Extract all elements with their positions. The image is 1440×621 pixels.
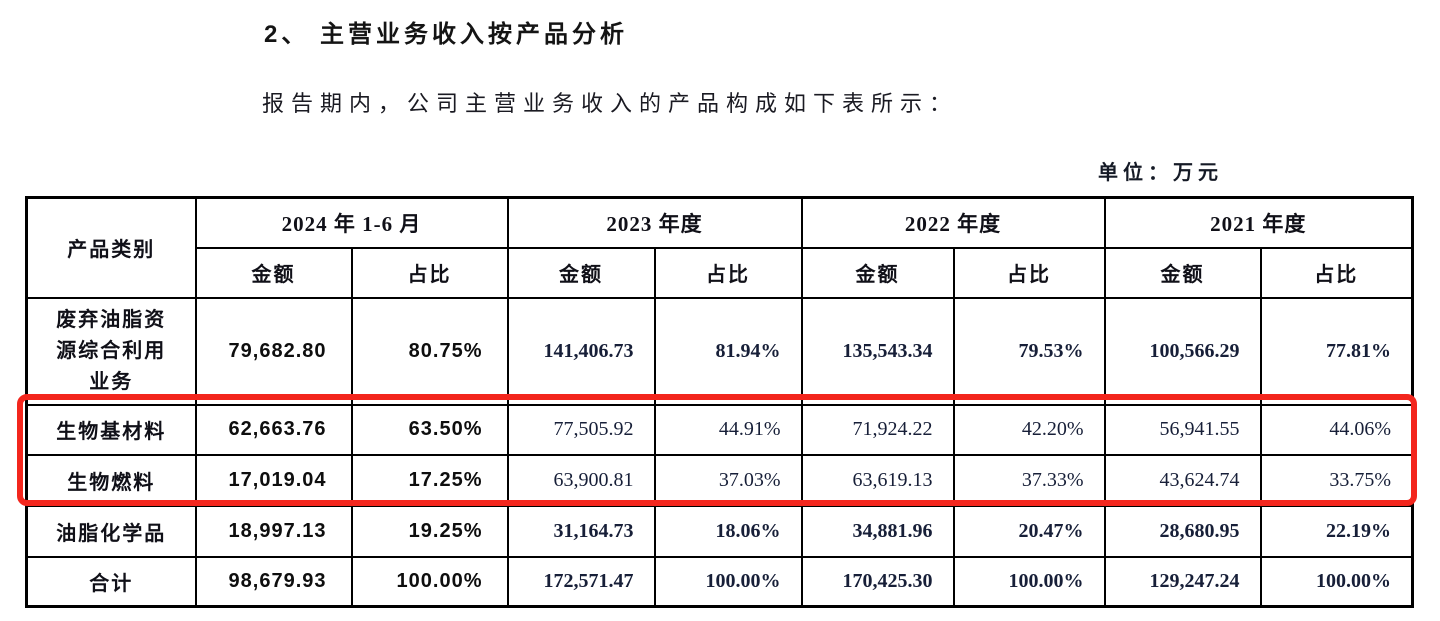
table-cell: 79,682.80: [194, 296, 353, 406]
table-cell: 18,997.13: [194, 504, 353, 558]
table-cell: 77,505.92: [506, 403, 656, 456]
table-cell: 28,680.95: [1103, 504, 1262, 558]
table-cell: 100.00%: [1259, 555, 1414, 608]
table-cell: 63,619.13: [800, 453, 955, 507]
table-row-total: 合计 98,679.93 100.00% 172,571.47 100.00% …: [25, 555, 1414, 608]
table-cell: 31,164.73: [506, 504, 656, 558]
col-header-amount-2022: 金额: [800, 246, 955, 299]
table-cell: 42.20%: [952, 403, 1106, 456]
table-cell: 100.00%: [653, 555, 803, 608]
table-cell: 80.75%: [350, 296, 509, 406]
col-header-amount-2023: 金额: [506, 246, 656, 299]
table-cell: 19.25%: [350, 504, 509, 558]
intro-paragraph: 报告期内，公司主营业务收入的产品构成如下表所示：: [262, 91, 959, 116]
table-row-waste-oil: 废弃油脂资源综合利用业务 79,682.80 80.75% 141,406.73…: [25, 296, 1414, 406]
table-cell: 17,019.04: [194, 453, 353, 507]
col-group-2022: 2022 年度: [800, 196, 1106, 249]
header-row-measures: 金额 占比 金额 占比 金额 占比 金额 占比: [27, 246, 1414, 299]
header-row-periods: 产品类别 2024 年 1-6 月 2023 年度 2022 年度 2021 年…: [25, 196, 1414, 299]
table-cell: 44.06%: [1259, 403, 1414, 456]
col-group-2021: 2021 年度: [1103, 196, 1414, 249]
col-header-ratio-2024: 占比: [350, 246, 509, 299]
table-cell: 81.94%: [653, 296, 803, 406]
table-cell: 37.03%: [653, 453, 803, 507]
table-cell: 17.25%: [350, 453, 509, 507]
table-cell: 44.91%: [653, 403, 803, 456]
table-cell: 170,425.30: [800, 555, 955, 608]
table-cell: 98,679.93: [194, 555, 353, 608]
col-header-amount-2024: 金额: [194, 246, 353, 299]
row-label: 合计: [25, 555, 197, 608]
col-header-product: 产品类别: [25, 196, 197, 299]
table-cell: 77.81%: [1259, 296, 1414, 406]
table-cell: 43,624.74: [1103, 453, 1262, 507]
table-row-bio-materials: 生物基材料 62,663.76 63.50% 77,505.92 44.91% …: [25, 403, 1414, 456]
table-cell: 100.00%: [350, 555, 509, 608]
col-header-amount-2021: 金额: [1103, 246, 1262, 299]
unit-label: 单位：万元: [1098, 162, 1223, 184]
row-label: 废弃油脂资源综合利用业务: [25, 296, 197, 406]
table-row-bio-fuel: 生物燃料 17,019.04 17.25% 63,900.81 37.03% 6…: [25, 453, 1414, 507]
row-label: 生物基材料: [25, 403, 197, 456]
table-cell: 71,924.22: [800, 403, 955, 456]
table-cell: 135,543.34: [800, 296, 955, 406]
table-cell: 18.06%: [653, 504, 803, 558]
table-cell: 56,941.55: [1103, 403, 1262, 456]
table-row-oleochemicals: 油脂化学品 18,997.13 19.25% 31,164.73 18.06% …: [25, 504, 1414, 558]
table-cell: 37.33%: [952, 453, 1106, 507]
table-cell: 34,881.96: [800, 504, 955, 558]
table-cell: 79.53%: [952, 296, 1106, 406]
col-group-2024: 2024 年 1-6 月: [194, 196, 509, 249]
table-cell: 20.47%: [952, 504, 1106, 558]
table-cell: 62,663.76: [194, 403, 353, 456]
col-group-2023: 2023 年度: [506, 196, 803, 249]
table-cell: 63,900.81: [506, 453, 656, 507]
col-header-ratio-2021: 占比: [1259, 246, 1414, 299]
revenue-by-product-table: 产品类别 2024 年 1-6 月 2023 年度 2022 年度 2021 年…: [25, 196, 1414, 608]
table-cell: 129,247.24: [1103, 555, 1262, 608]
table-cell: 33.75%: [1259, 453, 1414, 507]
row-label: 油脂化学品: [25, 504, 197, 558]
table-cell: 100,566.29: [1103, 296, 1262, 406]
section-title: 2、 主营业务收入按产品分析: [264, 21, 629, 48]
table-cell: 141,406.73: [506, 296, 656, 406]
row-label: 生物燃料: [25, 453, 197, 507]
table-cell: 100.00%: [952, 555, 1106, 608]
table-cell: 172,571.47: [506, 555, 656, 608]
table-cell: 22.19%: [1259, 504, 1414, 558]
table-cell: 63.50%: [350, 403, 509, 456]
col-header-ratio-2022: 占比: [952, 246, 1106, 299]
col-header-ratio-2023: 占比: [653, 246, 803, 299]
